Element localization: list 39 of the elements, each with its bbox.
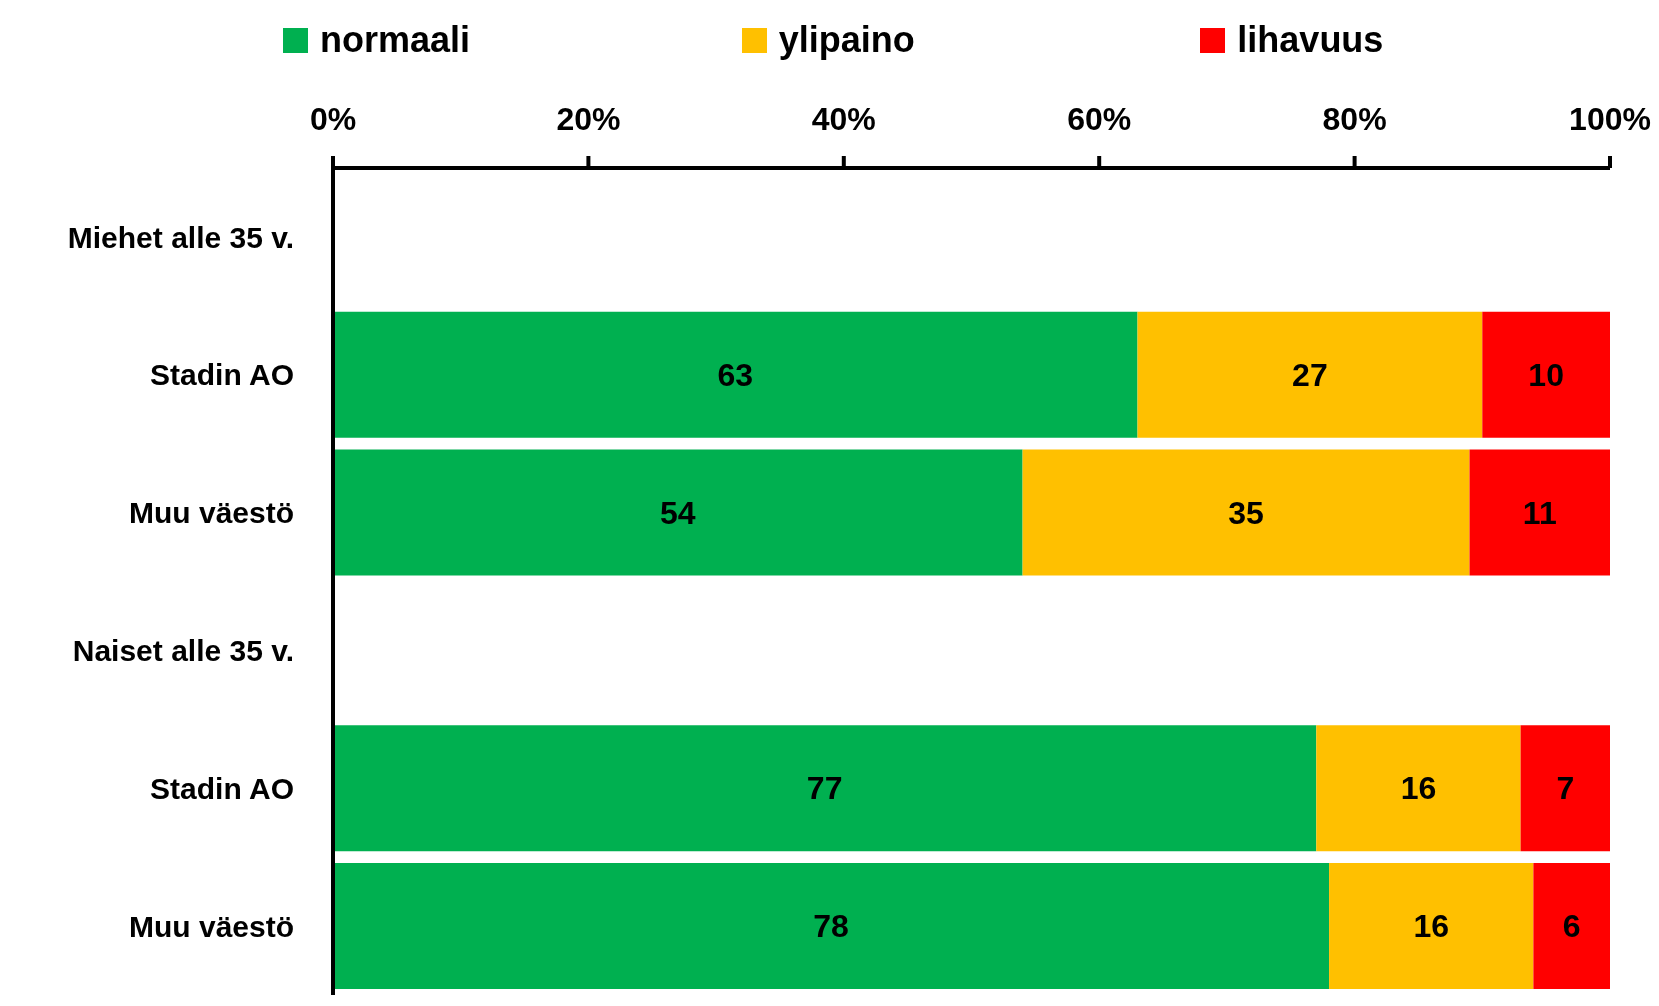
y-tick-label: Muu väestö xyxy=(128,909,294,943)
data-label: 10 xyxy=(1528,356,1564,393)
x-tick-label: 20% xyxy=(556,101,621,137)
legend-label: normaali xyxy=(320,19,471,61)
y-tick-label: Stadin AO xyxy=(150,771,294,805)
bar xyxy=(1329,863,1534,990)
y-tick-label: Naiset alle 35 v. xyxy=(72,634,294,668)
bar xyxy=(1482,311,1610,438)
data-label: 7 xyxy=(1556,770,1575,807)
bar xyxy=(333,449,1023,576)
bar xyxy=(1137,311,1483,438)
data-label: 35 xyxy=(1228,494,1264,531)
bar xyxy=(1520,725,1610,852)
data-label: 16 xyxy=(1400,770,1437,807)
y-tick-label: Muu väestö xyxy=(128,496,294,530)
legend-label: lihavuus xyxy=(1237,19,1384,61)
bar xyxy=(1533,863,1610,990)
data-label: 54 xyxy=(659,494,696,531)
x-tick-label: 40% xyxy=(811,101,876,137)
data-label: 6 xyxy=(1562,908,1581,945)
bar xyxy=(333,863,1330,990)
x-tick-label: 60% xyxy=(1067,101,1132,137)
data-label: 77 xyxy=(806,770,843,807)
data-label: 27 xyxy=(1292,356,1328,393)
x-tick-label: 0% xyxy=(309,101,357,137)
bar xyxy=(333,311,1138,438)
legend-label: ylipaino xyxy=(778,19,915,61)
x-tick-label: 100% xyxy=(1569,101,1651,137)
data-label: 63 xyxy=(717,356,754,393)
bar xyxy=(1022,449,1470,576)
y-tick-label: Stadin AO xyxy=(150,358,294,392)
x-tick-label: 80% xyxy=(1322,101,1387,137)
data-label: 11 xyxy=(1522,494,1557,531)
bar xyxy=(1316,725,1521,852)
y-tick-label: Miehet alle 35 v. xyxy=(67,220,294,254)
bar xyxy=(333,725,1317,852)
data-label: 78 xyxy=(813,908,849,945)
bar xyxy=(1469,449,1610,576)
data-label: 16 xyxy=(1413,908,1450,945)
